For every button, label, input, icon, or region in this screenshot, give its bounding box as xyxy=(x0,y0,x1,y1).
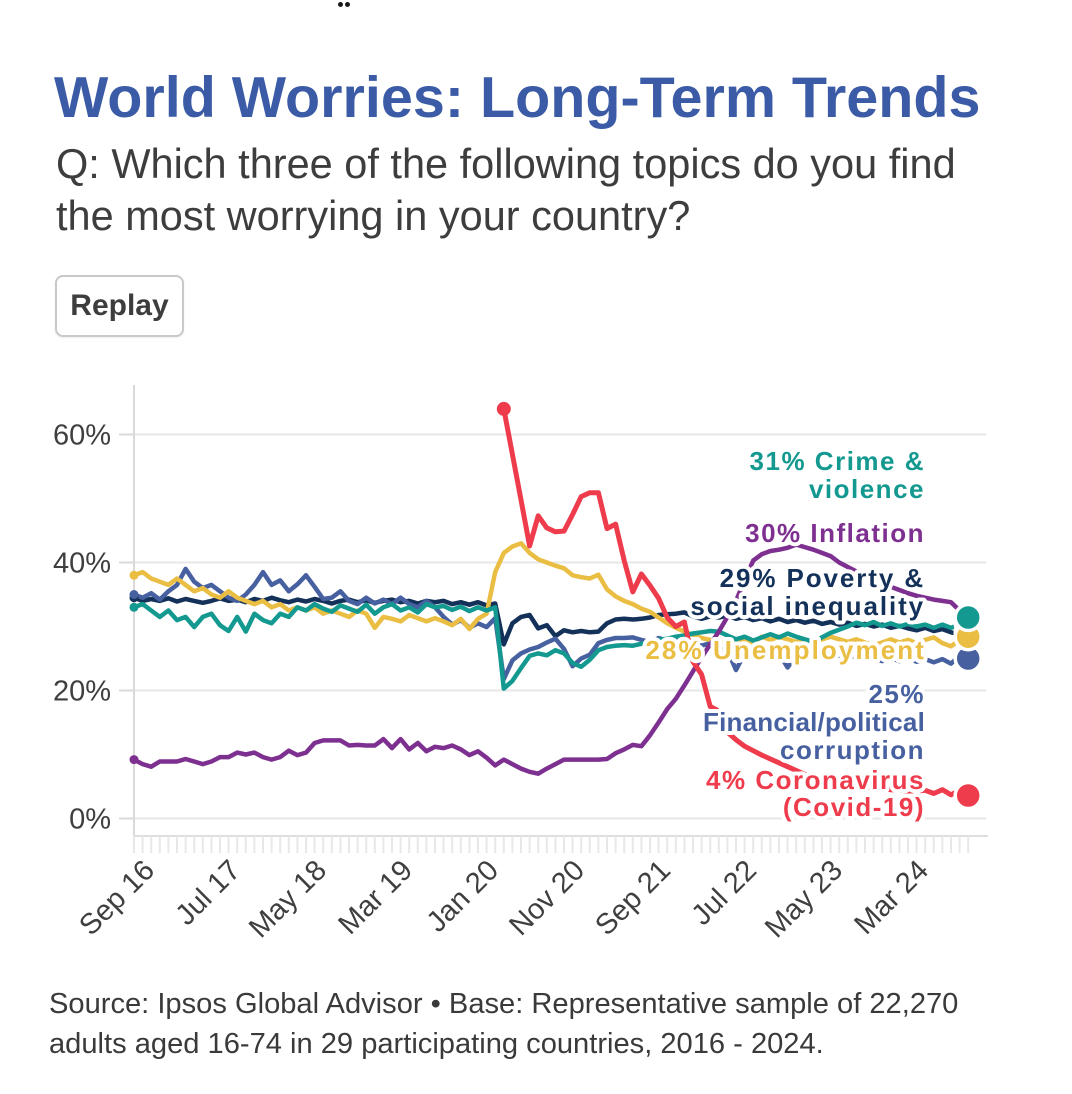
svg-text:20%: 20% xyxy=(53,676,111,708)
svg-text:Mar 19: Mar 19 xyxy=(332,854,418,940)
svg-text:0%: 0% xyxy=(69,804,111,836)
svg-text:28% Unemployment: 28% Unemployment xyxy=(645,635,926,665)
svg-text:60%: 60% xyxy=(53,420,111,452)
svg-text:May 23: May 23 xyxy=(759,854,849,944)
svg-text:40%: 40% xyxy=(53,548,111,580)
svg-text:violence: violence xyxy=(809,474,925,504)
svg-text:Nov 20: Nov 20 xyxy=(503,854,591,942)
svg-text:Jul 22: Jul 22 xyxy=(686,854,763,931)
svg-text:30% Inflation: 30% Inflation xyxy=(745,518,925,548)
svg-text:4% Coronavirus: 4% Coronavirus xyxy=(706,765,925,795)
svg-text:social inequality: social inequality xyxy=(690,591,925,621)
svg-text:(Covid-19): (Covid-19) xyxy=(783,792,925,822)
svg-text:Financial/political: Financial/political xyxy=(703,707,925,737)
svg-text:Jul 17: Jul 17 xyxy=(170,854,247,931)
svg-text:Sep 16: Sep 16 xyxy=(73,854,161,942)
svg-text:Mar 24: Mar 24 xyxy=(848,854,934,940)
svg-text:25%: 25% xyxy=(868,679,925,709)
svg-text:Sep 21: Sep 21 xyxy=(589,854,677,942)
svg-text:Jan 20: Jan 20 xyxy=(421,854,505,938)
svg-text:31% Crime &: 31% Crime & xyxy=(750,446,925,476)
svg-text:corruption: corruption xyxy=(780,735,925,765)
svg-text:May 18: May 18 xyxy=(243,854,333,944)
svg-text:29% Poverty &: 29% Poverty & xyxy=(720,563,925,593)
